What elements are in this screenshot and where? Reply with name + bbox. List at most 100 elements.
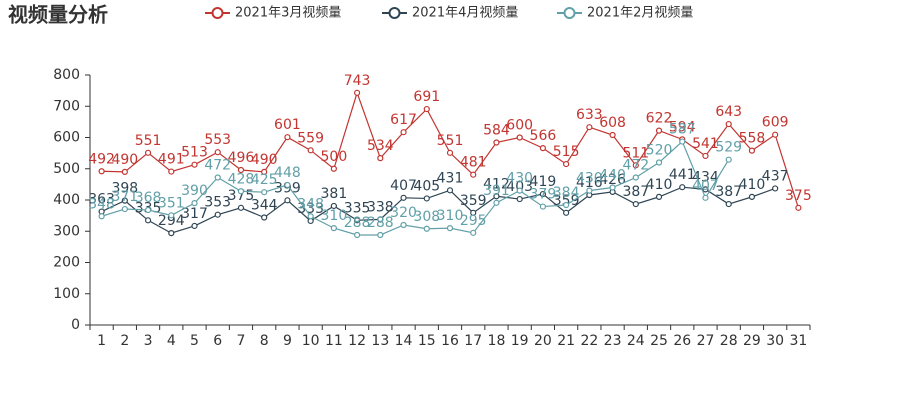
data-label: 410: [646, 177, 673, 193]
data-label: 419: [530, 174, 557, 190]
y-tick-label: 800: [53, 67, 80, 83]
data-label: 643: [715, 104, 742, 120]
point: [168, 212, 175, 219]
data-label: 496: [228, 150, 255, 166]
data-label: 335: [344, 200, 371, 216]
data-label: 441: [669, 167, 696, 183]
point: [330, 165, 337, 172]
data-label: 390: [181, 183, 208, 199]
point: [377, 155, 384, 162]
point: [261, 168, 268, 175]
point: [586, 187, 593, 194]
data-label: 294: [158, 213, 185, 229]
data-label: 601: [274, 117, 301, 133]
point: [655, 127, 663, 134]
data-label: 428: [228, 171, 255, 187]
data-label: 430: [576, 171, 603, 187]
point: [655, 193, 663, 200]
point: [539, 203, 547, 210]
x-tick-label: 25: [650, 333, 668, 349]
point: [679, 138, 686, 145]
data-label: 559: [297, 130, 324, 146]
point: [655, 159, 663, 166]
point: [261, 214, 268, 221]
data-label: 398: [111, 181, 138, 197]
data-label: 338: [367, 199, 394, 215]
data-label: 379: [530, 187, 557, 203]
data-label: 440: [599, 168, 626, 184]
point: [284, 181, 291, 189]
y-tick-label: 600: [53, 130, 80, 146]
data-label: 348: [297, 196, 324, 212]
x-tick-label: 23: [604, 333, 622, 349]
data-label: 551: [135, 133, 162, 149]
point: [493, 139, 500, 146]
x-tick-label: 29: [743, 333, 761, 349]
data-label: 743: [344, 73, 371, 89]
point: [353, 89, 361, 96]
point: [144, 217, 152, 224]
point: [563, 209, 570, 216]
x-tick-label: 31: [789, 333, 807, 349]
point: [632, 174, 639, 181]
x-tick-label: 16: [441, 333, 459, 349]
point: [214, 149, 221, 156]
data-label: 407: [390, 178, 417, 194]
x-tick-label: 14: [395, 333, 413, 349]
point: [702, 194, 709, 201]
data-label: 448: [274, 165, 301, 181]
x-tick-label: 9: [283, 333, 292, 349]
data-label: 363: [88, 192, 115, 208]
data-label: 387: [715, 184, 742, 200]
x-tick-label: 6: [213, 333, 222, 349]
point: [725, 200, 732, 208]
data-label: 520: [646, 143, 673, 159]
data-label: 391: [483, 183, 510, 199]
y-tick-label: 400: [53, 192, 80, 208]
x-tick-label: 13: [371, 333, 389, 349]
point: [470, 229, 477, 236]
point: [609, 131, 616, 139]
point: [563, 160, 570, 168]
y-tick-label: 500: [53, 161, 80, 177]
legend-label: 2021年3月视频量: [235, 6, 341, 21]
x-tick-label: 7: [237, 333, 246, 349]
point: [191, 222, 198, 230]
point: [586, 124, 593, 131]
point: [632, 200, 639, 208]
data-label: 381: [321, 186, 348, 202]
data-label: 691: [413, 89, 440, 105]
point: [98, 168, 105, 175]
data-label: 534: [367, 138, 394, 154]
chart-title: 视频量分析: [8, 3, 108, 27]
legend-marker: [388, 7, 401, 19]
data-label: 622: [646, 111, 673, 127]
x-tick-label: 8: [260, 333, 269, 349]
legend-label: 2021年2月视频量: [587, 6, 693, 21]
data-label: 511: [622, 145, 649, 161]
point: [237, 166, 245, 174]
point: [679, 184, 686, 191]
point: [725, 120, 732, 128]
point: [144, 149, 152, 156]
point: [609, 184, 616, 191]
point: [470, 171, 477, 178]
data-label: 551: [437, 133, 464, 149]
y-tick-label: 200: [53, 255, 80, 271]
point: [377, 231, 384, 239]
legend: 2021年3月视频量 2021年4月视频量 2021年2月视频量: [205, 6, 693, 21]
series-line: [101, 186, 776, 234]
point: [330, 225, 337, 232]
x-tick-label: 17: [464, 333, 482, 349]
data-label: 500: [321, 149, 348, 165]
point: [423, 195, 430, 202]
point: [168, 168, 175, 175]
data-label: 416: [576, 175, 603, 191]
point: [237, 204, 245, 211]
y-tick-label: 100: [53, 286, 80, 302]
point: [516, 195, 523, 203]
data-label: 515: [553, 144, 580, 160]
data-label: 558: [739, 131, 766, 147]
point: [353, 217, 361, 224]
